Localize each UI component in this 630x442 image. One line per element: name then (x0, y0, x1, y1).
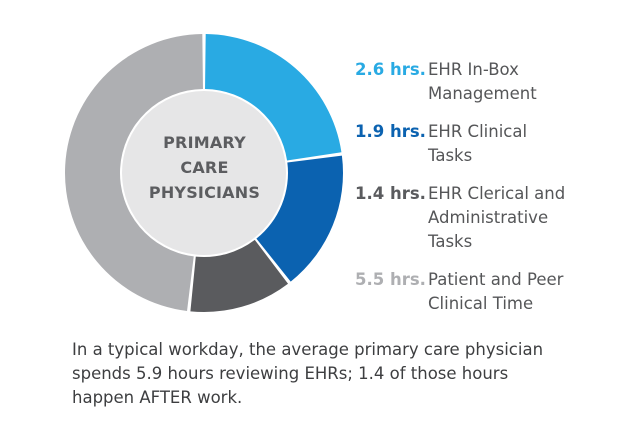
center-label-line-1: PRIMARY (163, 133, 246, 152)
legend-label-clerical: EHR Clerical and Administrative Tasks (428, 182, 618, 254)
legend-label-clerical-line-3: Tasks (428, 232, 473, 251)
donut-slice-clerical (190, 239, 289, 312)
legend-label-clinical: EHR Clinical Tasks (428, 120, 618, 168)
legend-label-patient-line-1: Patient and Peer (428, 270, 564, 289)
legend: 2.6 hrs. EHR In-Box Management 1.9 hrs. … (355, 58, 625, 330)
legend-label-patient-line-2: Clinical Time (428, 294, 534, 313)
caption: In a typical workday, the average primar… (72, 338, 592, 410)
donut-center-disc (122, 91, 286, 255)
legend-item-patient: 5.5 hrs. Patient and Peer Clinical Time (355, 268, 625, 330)
caption-line-1: In a typical workday, the average primar… (72, 340, 544, 359)
donut-svg (65, 34, 343, 312)
donut-slice-inbox (205, 34, 342, 161)
center-label: PRIMARY CARE PHYSICIANS (142, 130, 267, 205)
legend-item-clinical: 1.9 hrs. EHR Clinical Tasks (355, 120, 625, 182)
legend-value-clinical: 1.9 hrs. (355, 122, 426, 141)
legend-label-inbox: EHR In-Box Management (428, 58, 618, 106)
caption-line-2: spends 5.9 hours reviewing EHRs; 1.4 of … (72, 364, 509, 383)
legend-label-clerical-line-2: Administrative (428, 208, 549, 227)
legend-value-patient: 5.5 hrs. (355, 270, 426, 289)
legend-item-inbox: 2.6 hrs. EHR In-Box Management (355, 58, 625, 120)
center-label-line-2: CARE (180, 158, 229, 177)
legend-label-clinical-line-1: EHR Clinical (428, 122, 528, 141)
legend-label-inbox-line-2: Management (428, 84, 537, 103)
legend-value-inbox: 2.6 hrs. (355, 60, 426, 79)
legend-label-clinical-line-2: Tasks (428, 146, 473, 165)
caption-line-3: happen AFTER work. (72, 388, 243, 407)
legend-label-patient: Patient and Peer Clinical Time (428, 268, 618, 316)
legend-item-clerical: 1.4 hrs. EHR Clerical and Administrative… (355, 182, 625, 268)
legend-label-inbox-line-1: EHR In-Box (428, 60, 519, 79)
center-label-line-3: PHYSICIANS (148, 183, 261, 202)
donut-chart: PRIMARY CARE PHYSICIANS (32, 28, 352, 318)
legend-value-clerical: 1.4 hrs. (355, 184, 426, 203)
donut-slice-patient (65, 34, 203, 311)
donut-slice-clinical (256, 155, 343, 282)
legend-label-clerical-line-1: EHR Clerical and (428, 184, 566, 203)
